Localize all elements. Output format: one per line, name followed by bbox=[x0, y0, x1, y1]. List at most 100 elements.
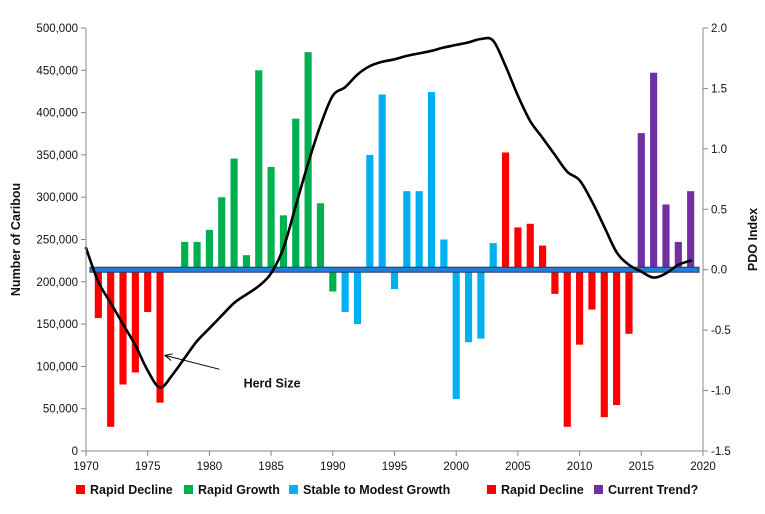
herd-size-line bbox=[84, 36, 692, 389]
pdo-bar bbox=[144, 269, 152, 313]
pdo-bar bbox=[107, 269, 115, 427]
pdo-bar bbox=[514, 227, 522, 270]
x-tick-label: 2010 bbox=[567, 461, 593, 473]
y-tick-label: 150,000 bbox=[36, 319, 78, 331]
pdo-bar bbox=[427, 92, 436, 270]
herd-size-line-group bbox=[84, 36, 692, 389]
pdo-bar bbox=[403, 191, 411, 270]
x-tick-label: 1975 bbox=[135, 461, 161, 473]
legend-label: Rapid Growth bbox=[198, 483, 280, 497]
annotation-group: Herd Size bbox=[163, 353, 301, 390]
pdo-bar bbox=[452, 269, 460, 400]
zero-line-group bbox=[89, 266, 700, 273]
legend-label: Stable to Modest Growth bbox=[303, 483, 450, 497]
annotation-arrow-head bbox=[163, 353, 173, 361]
pdo-bar bbox=[464, 269, 473, 343]
y-tick-label: 250,000 bbox=[36, 235, 78, 247]
x-axis: 1970 1975 1980 1985 1990 1995 2000 2005 2010 2015… bbox=[73, 451, 716, 473]
x-tick-label: 2015 bbox=[629, 461, 655, 473]
legend-swatch bbox=[184, 485, 193, 494]
pdo-bar bbox=[242, 255, 250, 270]
pdo-bar bbox=[662, 204, 670, 270]
y2-tick-label: 1.5 bbox=[711, 83, 727, 95]
pdo-bar bbox=[625, 269, 633, 334]
y2-tick-label: -0.5 bbox=[711, 325, 731, 337]
y-tick-label: 100,000 bbox=[36, 361, 78, 373]
left-y-axis: 0 50,000 100,000 150,000 200,000 250,000 300,0… bbox=[36, 23, 86, 458]
y2-tick-label: 1.0 bbox=[711, 144, 727, 156]
pdo-bar bbox=[489, 243, 497, 270]
y-tick-label: 50,000 bbox=[43, 404, 78, 416]
y2-tick-label: -1.5 bbox=[711, 446, 731, 458]
pdo-bar bbox=[341, 269, 349, 313]
pdo-bar bbox=[156, 269, 164, 403]
pdo-bars bbox=[94, 52, 695, 427]
pdo-bar bbox=[501, 152, 510, 270]
pdo-bar bbox=[292, 118, 300, 270]
pdo-bar bbox=[366, 154, 374, 270]
legend-label: Rapid Decline bbox=[501, 483, 584, 497]
pdo-bar bbox=[119, 269, 127, 385]
pdo-bar bbox=[539, 245, 547, 270]
pdo-bar bbox=[415, 191, 423, 270]
pdo-bar bbox=[390, 269, 399, 290]
x-tick-label: 1995 bbox=[382, 461, 408, 473]
y-tick-label: 200,000 bbox=[36, 277, 78, 289]
pdo-bar bbox=[353, 269, 362, 325]
pdo-bar bbox=[230, 158, 238, 270]
annotation-label-herd-size: Herd Size bbox=[244, 376, 301, 390]
pdo-bar bbox=[94, 269, 102, 319]
annotation-arrow-shaft bbox=[164, 354, 220, 370]
legend-label: Current Trend? bbox=[608, 483, 698, 497]
pdo-bar bbox=[551, 269, 559, 294]
pdo-bar bbox=[687, 191, 695, 270]
x-tick-label: 2020 bbox=[690, 461, 716, 473]
pdo-bar bbox=[613, 269, 621, 406]
legend-swatch bbox=[487, 485, 496, 494]
pdo-bar bbox=[131, 269, 139, 373]
x-tick-label: 2005 bbox=[505, 461, 531, 473]
x-tick-label: 2000 bbox=[443, 461, 469, 473]
pdo-bar bbox=[576, 269, 584, 345]
y-tick-label: 350,000 bbox=[36, 150, 78, 162]
pdo-bar bbox=[637, 133, 645, 270]
y-tick-label: 450,000 bbox=[36, 65, 78, 77]
pdo-bar bbox=[674, 241, 682, 270]
pdo-bar bbox=[316, 203, 325, 270]
legend-swatch bbox=[76, 485, 85, 494]
pdo-bar bbox=[526, 223, 534, 270]
pdo-bar bbox=[650, 72, 658, 270]
legend-label: Rapid Decline bbox=[90, 483, 173, 497]
y-axis-title-right: PDO Index bbox=[746, 208, 760, 271]
y2-tick-label: -1.0 bbox=[711, 386, 731, 398]
legend-swatch bbox=[594, 485, 603, 494]
y2-tick-label: 0.0 bbox=[711, 265, 727, 277]
x-tick-label: 1985 bbox=[258, 461, 284, 473]
pdo-bar bbox=[600, 269, 608, 418]
y-tick-label: 0 bbox=[72, 446, 78, 458]
pdo-bar bbox=[378, 94, 386, 270]
x-tick-label: 1980 bbox=[197, 461, 223, 473]
pdo-bar bbox=[588, 269, 596, 310]
pdo-zero-line bbox=[89, 266, 700, 273]
pdo-bar bbox=[279, 215, 288, 270]
y-axis-title-left: Number of Caribou bbox=[9, 183, 23, 296]
pdo-bar bbox=[563, 269, 571, 427]
pdo-bar bbox=[329, 269, 337, 292]
pdo-bar bbox=[218, 197, 226, 270]
pdo-bar bbox=[255, 70, 263, 270]
x-tick-label: 1990 bbox=[320, 461, 346, 473]
y-tick-label: 300,000 bbox=[36, 192, 78, 204]
legend: Rapid Decline Rapid Growth Stable to Modes… bbox=[76, 483, 698, 497]
pdo-bar bbox=[193, 241, 201, 270]
pdo-bar bbox=[440, 239, 448, 270]
pdo-bar bbox=[267, 166, 275, 270]
pdo-bar bbox=[181, 241, 189, 270]
pdo-bar bbox=[205, 229, 213, 270]
y2-tick-label: 2.0 bbox=[711, 23, 727, 35]
y2-tick-label: 0.5 bbox=[711, 204, 727, 216]
right-y-axis: -1.5 -1.0 -0.5 0.0 0.5 1.0 1.5 2.0 bbox=[703, 23, 731, 458]
x-tick-label: 1970 bbox=[73, 461, 99, 473]
y-tick-label: 400,000 bbox=[36, 108, 78, 120]
